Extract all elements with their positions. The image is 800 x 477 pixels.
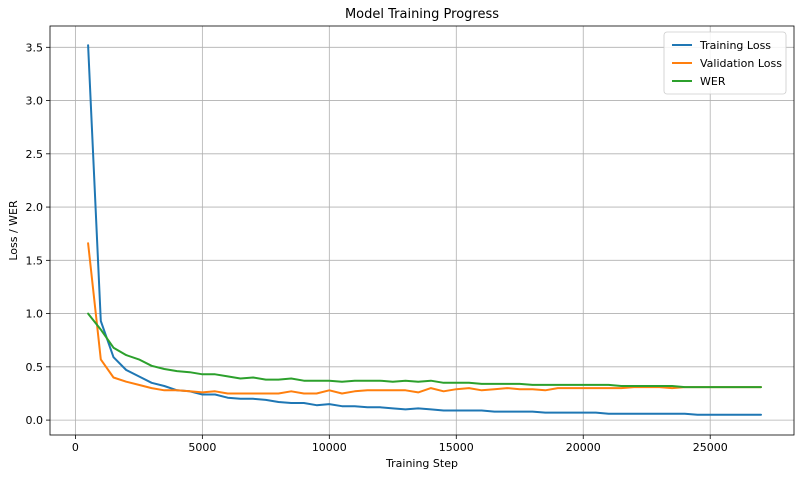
grid-layer <box>50 26 794 435</box>
x-tick-label: 15000 <box>439 441 474 454</box>
chart-title: Model Training Progress <box>345 7 499 22</box>
series-line-validation-loss <box>87 242 762 395</box>
legend-box <box>663 31 787 95</box>
y-tick-label: 0.0 <box>26 414 44 427</box>
series-line-training-loss <box>87 44 762 416</box>
tick-layer: 0 5000 10000 15000 20000 25000 0.0 0.5 1.0 1.5 2.0… <box>26 41 728 454</box>
y-tick-label: 2.0 <box>26 201 44 214</box>
plot-area-frame <box>49 25 795 436</box>
y-tick-label: 1.5 <box>26 254 44 267</box>
x-tick-label: 25000 <box>693 441 728 454</box>
y-tick-label: 2.5 <box>26 148 44 161</box>
x-tick-label: 0 <box>72 441 79 454</box>
x-axis-label: Training Step <box>385 457 458 470</box>
y-tick-label: 3.5 <box>26 41 44 54</box>
y-axis-label: Loss / WER <box>7 200 20 261</box>
series-layer <box>87 44 762 416</box>
y-tick-label: 1.0 <box>26 308 44 321</box>
x-tick-label: 20000 <box>566 441 601 454</box>
series-line-wer <box>87 312 762 389</box>
legend-entry-label: Training Loss <box>699 39 771 52</box>
y-tick-label: 3.0 <box>26 95 44 108</box>
legend: Training Loss Validation Loss WER <box>663 31 787 95</box>
legend-entry-label: Validation Loss <box>700 57 782 70</box>
x-tick-label: 5000 <box>188 441 216 454</box>
x-tick-label: 10000 <box>312 441 347 454</box>
y-tick-label: 0.5 <box>26 361 44 374</box>
legend-entry-label: WER <box>700 75 726 88</box>
